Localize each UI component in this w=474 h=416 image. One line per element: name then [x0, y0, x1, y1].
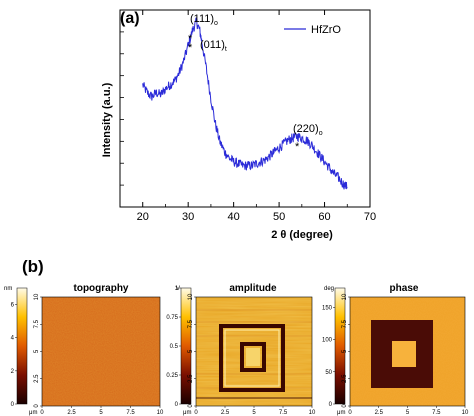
topography-axis-unit: μm: [29, 410, 37, 416]
colorbar-tick-label: 0: [175, 402, 179, 408]
colorbar-tick-label: 4: [11, 336, 15, 342]
y-tick-label: 10: [342, 293, 348, 300]
colorbar-tick-label: 6: [11, 303, 15, 309]
y-tick-label: 0: [342, 404, 348, 408]
phase-y-ticks: 10 7.5 5 2.5 0: [342, 293, 350, 408]
x-tick-label: 0: [348, 410, 352, 416]
x-tick-label: 50: [273, 211, 285, 223]
x-axis-ticks: 20 30 40 50 60 70: [137, 10, 376, 223]
phase-colorbar-ticks: 150 100 50 0: [322, 305, 335, 408]
peak-220-star: *: [295, 141, 300, 153]
peak-011-star: *: [188, 42, 193, 54]
x-tick-label: 10: [309, 410, 316, 416]
x-tick-label: 7.5: [126, 410, 135, 416]
amplitude-colorbar-unit: V: [176, 286, 180, 292]
x-tick-label: 0: [40, 410, 44, 416]
phase-title: phase: [390, 283, 419, 294]
peak-111-star: *: [188, 33, 193, 45]
x-tick-label: 2.5: [67, 410, 76, 416]
amplitude-title: amplitude: [229, 283, 277, 294]
colorbar-tick-label: 0.25: [166, 373, 178, 379]
y-tick-label: 0: [34, 404, 40, 408]
topography-y-ticks: 10 7.5 5 2.5 0: [34, 293, 42, 408]
x-tick-label: 5: [406, 410, 410, 416]
colorbar-tick-label: 1: [175, 286, 179, 292]
x-tick-label: 10: [462, 410, 469, 416]
y-axis-label: Intensity (a.u.): [101, 82, 113, 157]
topography-colorbar-unit: nm: [4, 286, 12, 292]
phase-axis-unit: μm: [337, 410, 345, 416]
y-tick-label: 5: [342, 349, 348, 353]
amplitude-inner-wall: [240, 342, 266, 372]
legend-label: HfZrO: [311, 24, 341, 36]
colorbar-tick-label: 100: [322, 338, 333, 344]
y-tick-label: 7.5: [342, 319, 348, 328]
phase-inner-domain: [392, 341, 416, 367]
amplitude-axis-unit: μm: [183, 410, 191, 416]
y-axis-ticks: [120, 31, 124, 186]
x-tick-label: 30: [182, 211, 194, 223]
topography-x-ticks: 0 2.5 5 7.5 10: [40, 406, 164, 416]
x-tick-label: 0: [194, 410, 198, 416]
phase-colorbar: [334, 287, 346, 405]
x-tick-label: 2.5: [221, 410, 230, 416]
panel-b-label: (b): [22, 257, 44, 276]
amplitude-x-ticks: 0 2.5 5 7.5 10: [194, 406, 316, 416]
amplitude-y-ticks: 10 7.5 5 2.5 0: [188, 293, 196, 408]
colorbar-tick-label: 0: [11, 402, 15, 408]
x-tick-label: 7.5: [279, 410, 288, 416]
colorbar-tick-label: 0.5: [170, 344, 179, 350]
y-tick-label: 10: [34, 293, 40, 300]
x-tick-label: 5: [99, 410, 103, 416]
y-tick-label: 2.5: [342, 374, 348, 383]
colorbar-tick-label: 2: [11, 369, 15, 375]
x-tick-label: 20: [137, 211, 149, 223]
x-tick-label: 10: [157, 410, 164, 416]
y-tick-label: 5: [34, 349, 40, 353]
amplitude-map-group: amplitude V 1 0.75 0.5 0.25 0 10 7.5 5 2.5 0 0 2.…: [166, 283, 316, 416]
y-tick-label: 2.5: [34, 374, 40, 383]
xrd-chart: (a) Intensity (a.u.) 20 30 40 50 60 70 2 θ (d…: [101, 9, 376, 241]
colorbar-tick-label: 50: [325, 370, 332, 376]
y-tick-label: 2.5: [188, 374, 194, 383]
topography-colorbar-ticks: 6 4 2 0: [11, 303, 17, 408]
x-tick-label: 40: [228, 211, 240, 223]
topography-colorbar: [16, 287, 28, 405]
peak-011-label: (011)t: [200, 39, 227, 53]
colorbar-tick-label: 0: [329, 402, 333, 408]
amplitude-colorbar: [180, 287, 192, 405]
y-tick-label: 7.5: [188, 319, 194, 328]
colorbar-tick-label: 0.75: [166, 315, 178, 321]
panel-a-label: (a): [120, 10, 140, 27]
x-axis-label: 2 θ (degree): [271, 229, 333, 241]
y-tick-label: 7.5: [34, 319, 40, 328]
x-tick-label: 60: [318, 211, 330, 223]
x-tick-label: 2.5: [375, 410, 384, 416]
colorbar-tick-label: 150: [322, 305, 333, 311]
series-line-hfzro: [142, 17, 348, 190]
amplitude-colorbar-ticks: 1 0.75 0.5 0.25 0: [166, 286, 181, 408]
y-tick-label: 5: [188, 349, 194, 353]
x-tick-label: 70: [364, 211, 376, 223]
amplitude-outer-wall: [219, 324, 285, 392]
plot-frame: [119, 9, 371, 208]
phase-x-ticks: 0 2.5 5 7.5 10: [348, 406, 469, 416]
x-tick-label: 7.5: [432, 410, 441, 416]
y-tick-label: 10: [188, 293, 194, 300]
x-tick-label: 5: [252, 410, 256, 416]
peak-220-label: (220)o: [293, 123, 323, 137]
peak-111-label: (111)o: [190, 13, 218, 27]
topography-title: topography: [74, 283, 129, 294]
y-tick-label: 0: [188, 404, 194, 408]
phase-colorbar-unit: deg: [324, 286, 334, 292]
